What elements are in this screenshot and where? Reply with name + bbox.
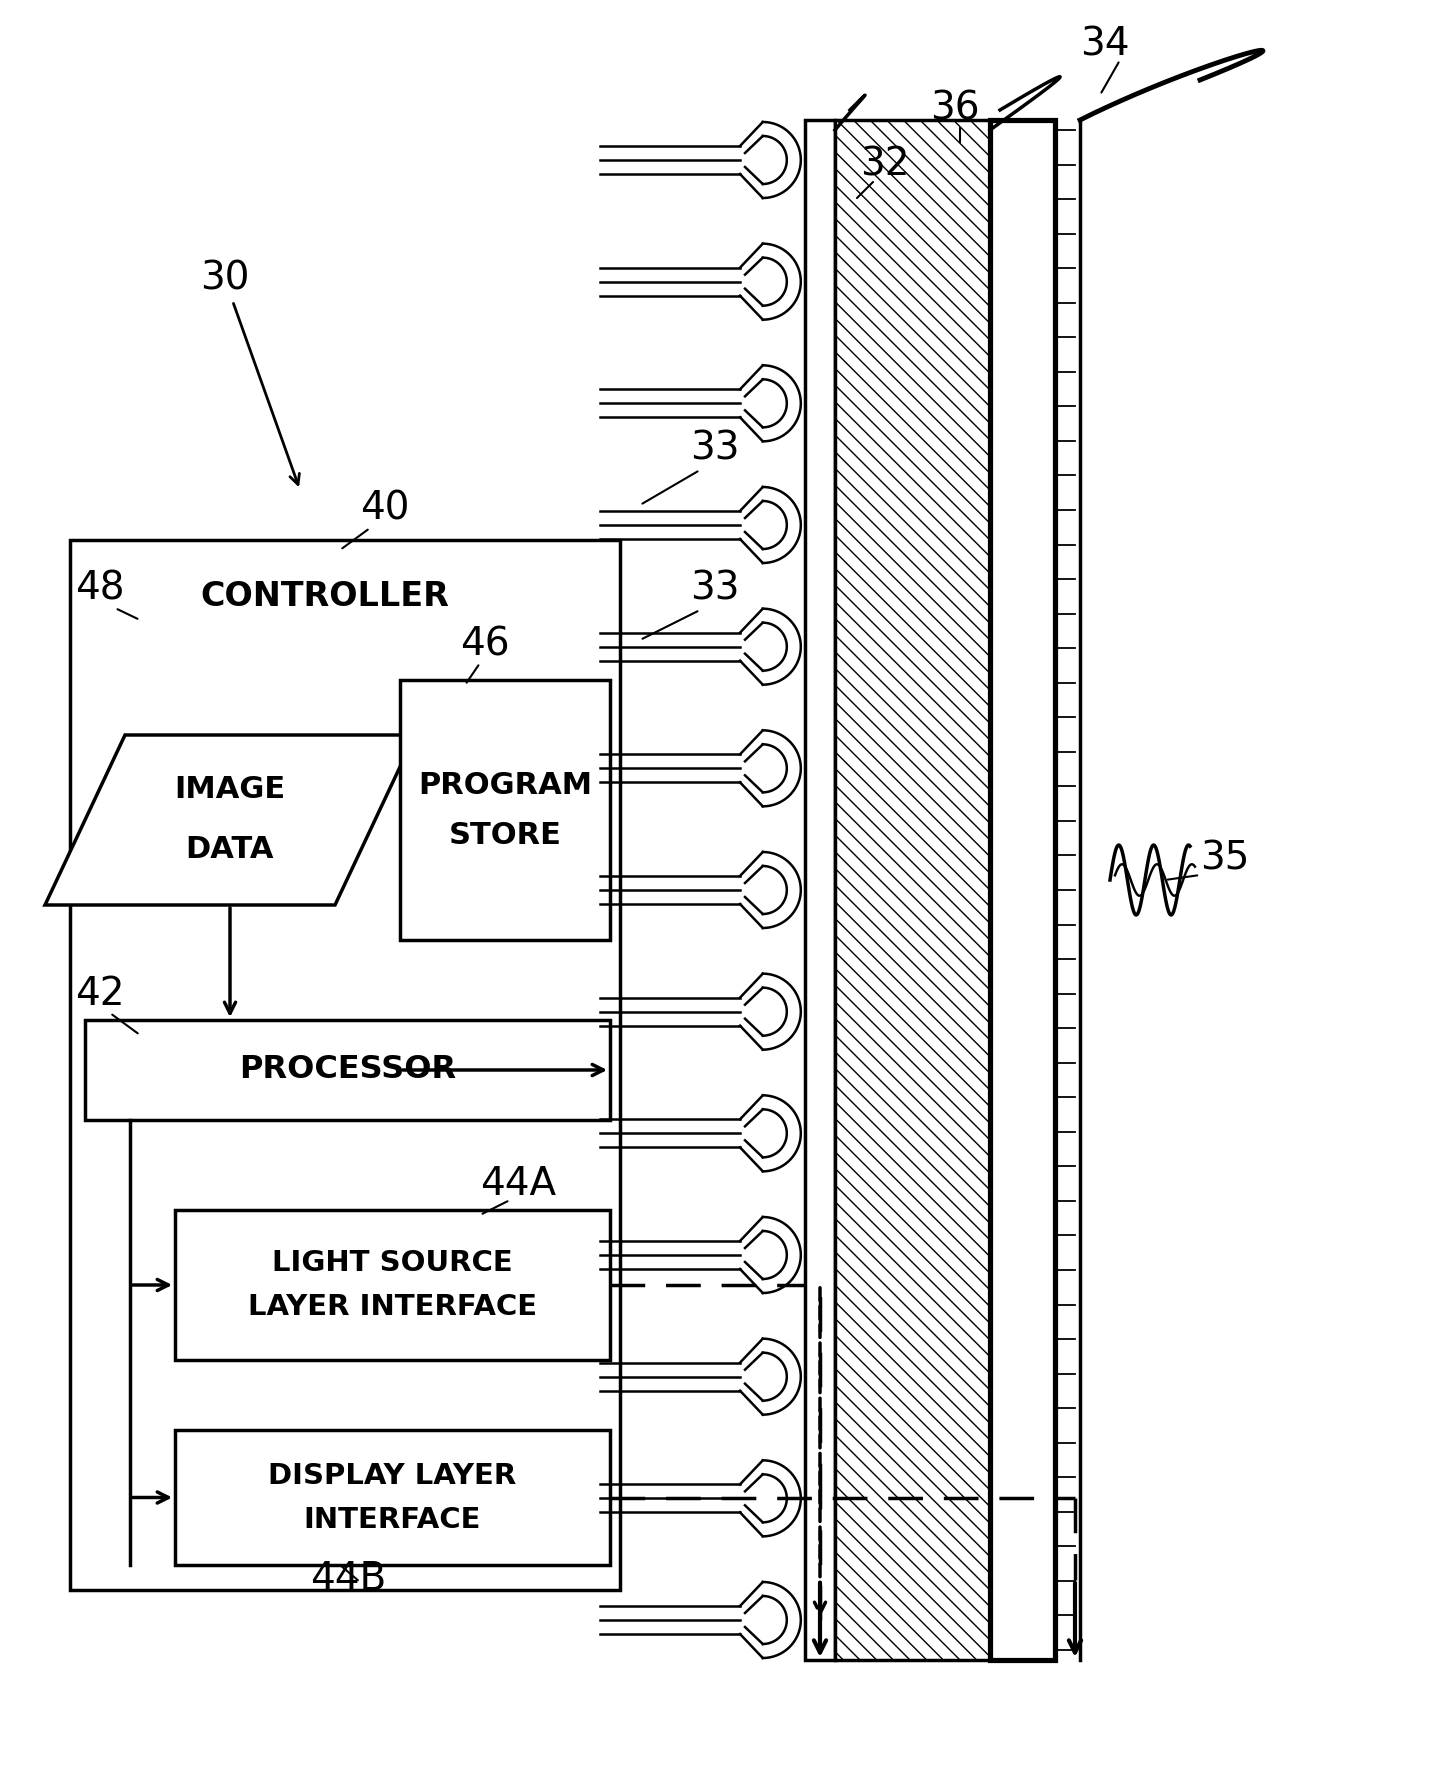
- Bar: [805, 120, 835, 1659]
- Text: 42: 42: [76, 975, 125, 1013]
- Text: 40: 40: [360, 489, 410, 529]
- Text: PROCESSOR: PROCESSOR: [238, 1054, 456, 1086]
- Text: LIGHT SOURCE: LIGHT SOURCE: [272, 1248, 513, 1277]
- Bar: [989, 120, 1055, 1659]
- Text: 33: 33: [690, 430, 740, 468]
- Bar: [835, 120, 989, 1659]
- Text: 46: 46: [461, 625, 510, 663]
- Text: 36: 36: [930, 89, 979, 129]
- Text: 44A: 44A: [479, 1164, 556, 1204]
- Text: 30: 30: [201, 261, 299, 484]
- Text: LAYER INTERFACE: LAYER INTERFACE: [248, 1293, 538, 1322]
- Bar: [84, 1020, 610, 1120]
- Text: IMAGE: IMAGE: [174, 775, 286, 804]
- Text: DISPLAY LAYER: DISPLAY LAYER: [269, 1461, 517, 1490]
- Polygon shape: [45, 736, 416, 906]
- Text: INTERFACE: INTERFACE: [304, 1506, 481, 1534]
- Text: 32: 32: [860, 145, 910, 182]
- Text: DATA: DATA: [186, 836, 275, 864]
- Bar: [70, 539, 620, 1590]
- Text: 33: 33: [690, 570, 740, 607]
- Bar: [400, 680, 610, 939]
- Text: PROGRAM: PROGRAM: [418, 770, 591, 800]
- Bar: [174, 1431, 610, 1565]
- Text: 48: 48: [76, 570, 125, 607]
- Bar: [174, 1209, 610, 1359]
- Text: 44B: 44B: [309, 1559, 386, 1598]
- Text: 35: 35: [1200, 839, 1250, 879]
- Text: STORE: STORE: [449, 820, 561, 850]
- Text: 34: 34: [1080, 25, 1129, 63]
- Text: CONTROLLER: CONTROLLER: [201, 580, 449, 613]
